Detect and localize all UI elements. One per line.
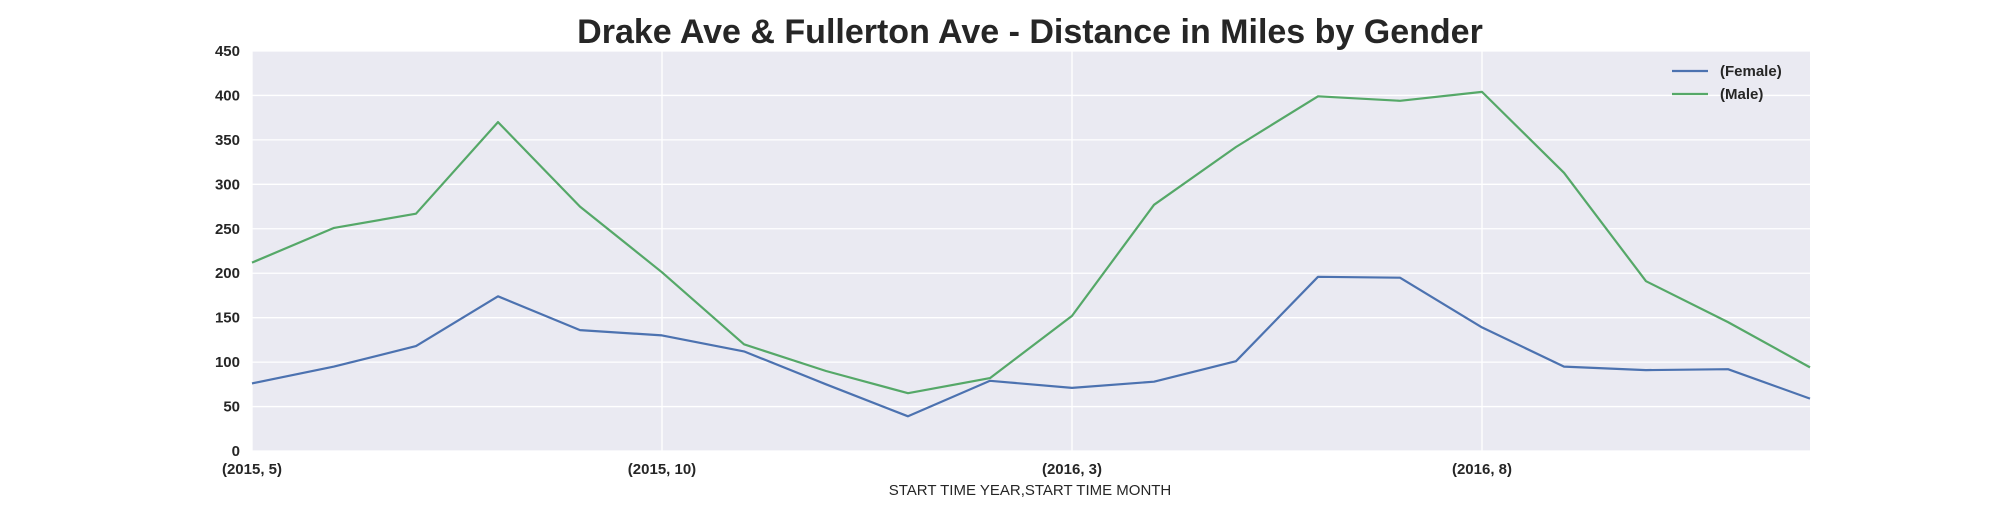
x-tick-label: (2015, 5) xyxy=(222,461,282,478)
legend-label: (Female) xyxy=(1720,63,1782,80)
x-tick-label: (2016, 3) xyxy=(1042,461,1102,478)
x-tick-label: (2016, 8) xyxy=(1452,461,1512,478)
y-tick-label: 300 xyxy=(215,176,240,193)
y-tick-label: 200 xyxy=(215,265,240,282)
series-line xyxy=(251,275,1811,418)
x-tick-label: (2015, 10) xyxy=(628,461,696,478)
y-tick-label: 0 xyxy=(232,443,240,460)
chart-title: Drake Ave & Fullerton Ave - Distance in … xyxy=(577,13,1483,51)
grid-lines xyxy=(251,50,1810,452)
y-tick-label: 150 xyxy=(215,310,240,327)
legend-label: (Male) xyxy=(1720,86,1763,103)
plot-area xyxy=(252,51,1810,451)
y-tick-label: 450 xyxy=(215,43,240,60)
y-tick-label: 250 xyxy=(215,221,240,238)
series-lines xyxy=(251,90,1811,418)
y-tick-label: 350 xyxy=(215,132,240,149)
y-tick-label: 50 xyxy=(223,399,240,416)
y-tick-label: 100 xyxy=(215,354,240,371)
y-axis-ticks: 0 50 100 150 200 250 300 350 400 450 xyxy=(215,43,240,460)
x-axis-label: START TIME YEAR,START TIME MONTH xyxy=(889,482,1172,499)
x-axis-ticks: (2015, 5) (2015, 10) (2016, 3) (2016, 8) xyxy=(222,461,1512,478)
legend: (Female) (Male) xyxy=(1672,63,1782,103)
y-tick-label: 400 xyxy=(215,87,240,104)
series-line xyxy=(251,90,1811,395)
